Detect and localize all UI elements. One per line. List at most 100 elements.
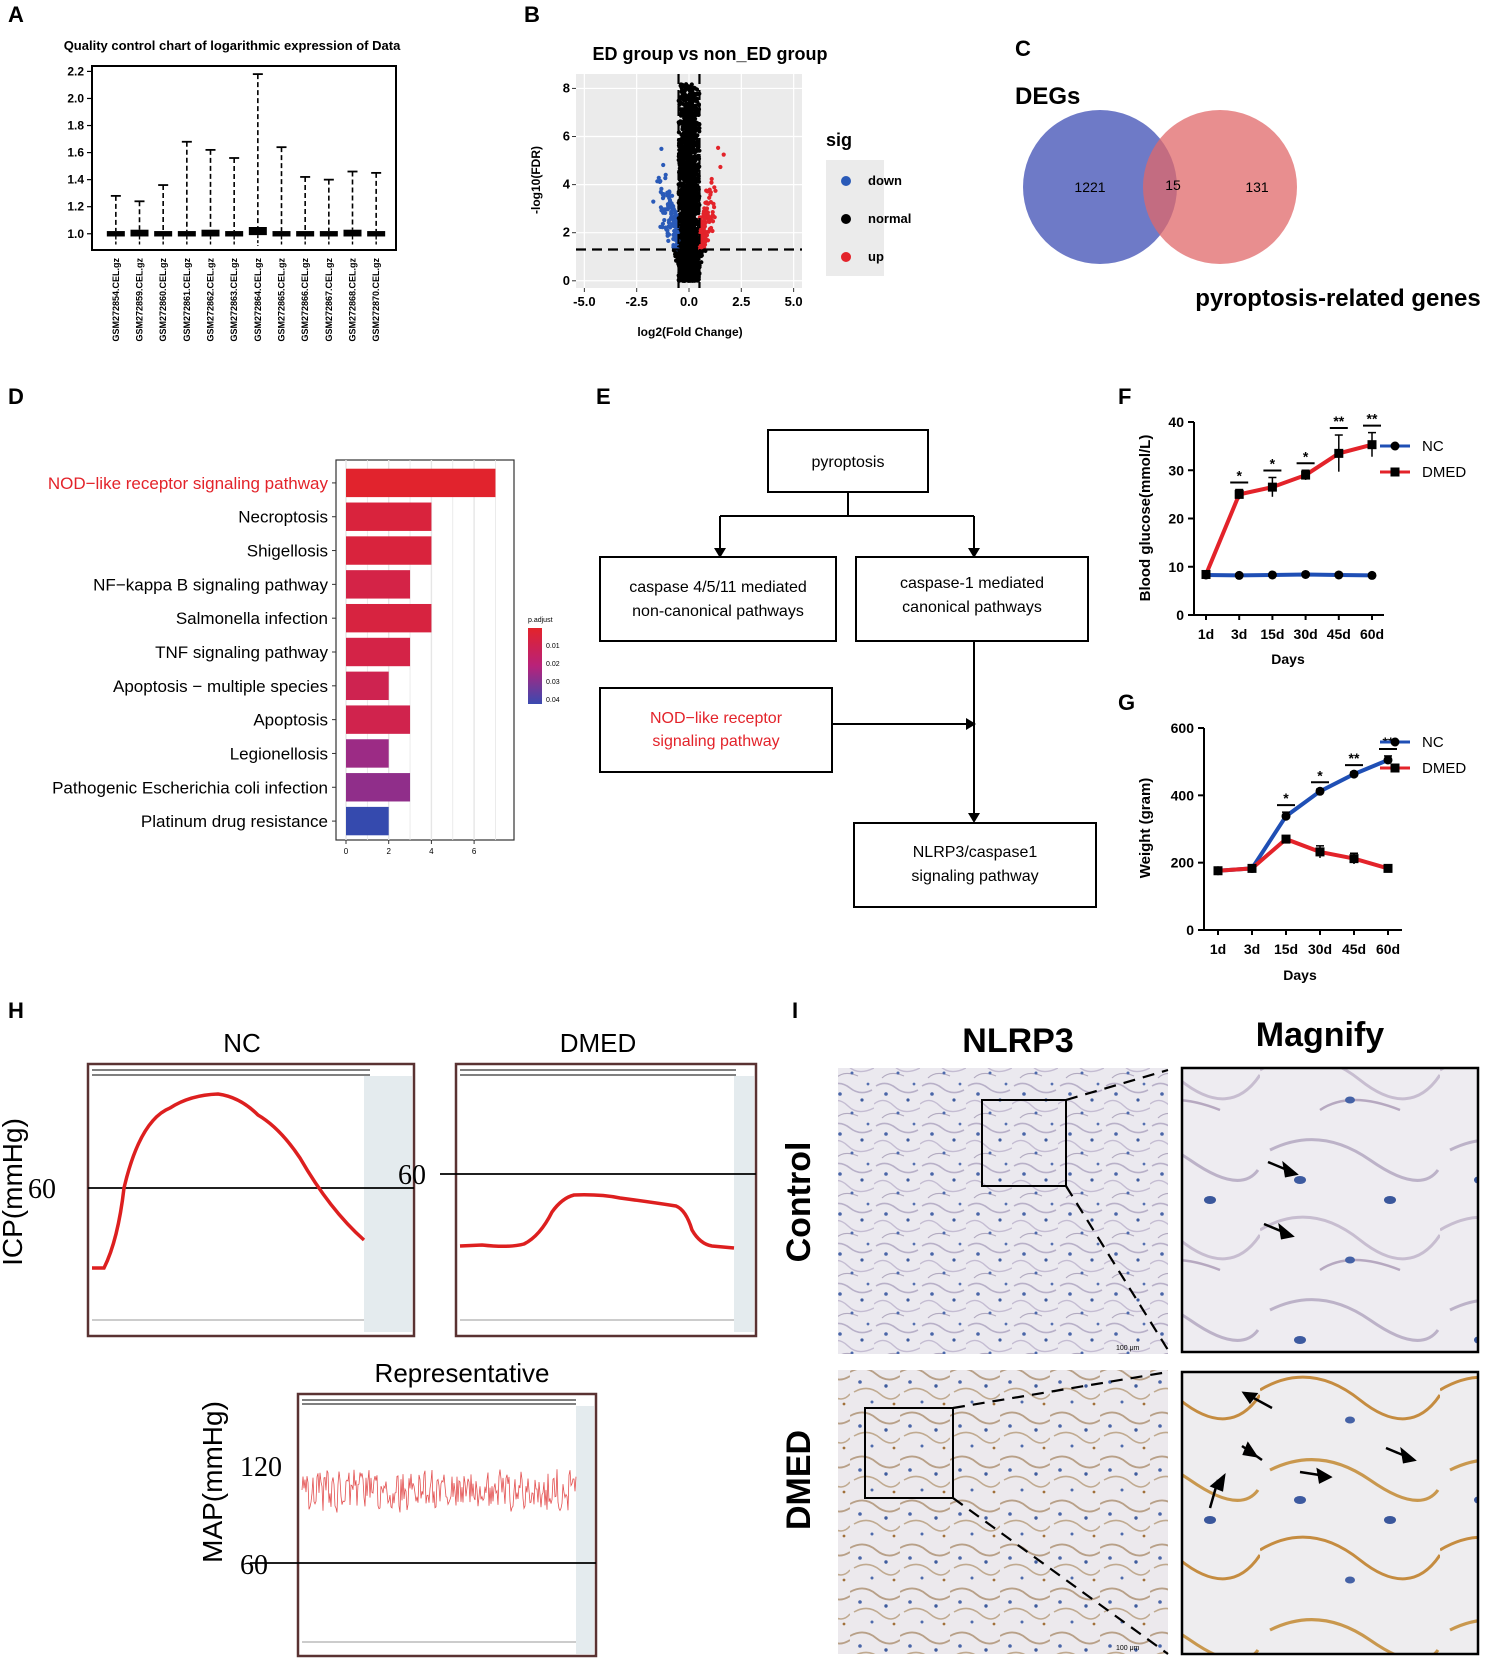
b-point	[678, 113, 684, 118]
a-x-label: GSM272862.CEL.gz	[206, 258, 216, 342]
legend-dmed-marker	[1390, 763, 1400, 773]
panel-a-frame	[91, 65, 397, 251]
b-point	[699, 260, 704, 265]
legend-nc-marker	[1390, 737, 1400, 747]
i-dmed-magnify	[1180, 1370, 1480, 1656]
panel-h-pressure: NC DMED ICP(mmHg) 60 60 Representative M…	[0, 1028, 758, 1658]
legend-label: NC	[1422, 438, 1444, 455]
b-point	[689, 113, 694, 118]
sig-label: **	[1349, 750, 1360, 766]
a-x-label: GSM272854.CEL.gz	[111, 258, 121, 342]
b-point	[669, 201, 674, 206]
panel-f-series: ** *** **	[1201, 411, 1381, 580]
legend-label: DMED	[1422, 464, 1466, 481]
b-point	[690, 269, 695, 274]
nc-point	[1349, 769, 1359, 779]
flow-nod-line1: NOD−like receptor	[650, 710, 783, 727]
panel-a-x-labels: GSM272854.CEL.gz GSM272859.CEL.gz GSM27286…	[111, 258, 381, 342]
b-point	[690, 255, 695, 260]
b-point	[718, 164, 723, 170]
b-point	[668, 205, 674, 210]
b-ytick-label: 2	[563, 225, 570, 240]
xtick-label: 45d	[1342, 941, 1366, 957]
h-dmed-tick-60: 60	[398, 1160, 426, 1191]
b-point	[680, 127, 685, 132]
d-category-label: Legionellosis	[230, 744, 328, 763]
d-bar	[346, 536, 432, 565]
b-point	[682, 144, 687, 149]
a-ytick-label: 2.0	[67, 91, 84, 105]
b-point	[709, 180, 714, 185]
dmed-point	[1267, 482, 1277, 492]
panel-letter-h: H	[8, 998, 24, 1023]
panel-g-series: ******	[1213, 734, 1397, 876]
flow-bottom-box	[853, 822, 1097, 908]
b-point	[671, 243, 676, 248]
b-point	[684, 127, 689, 132]
a-ytick-label: 1.6	[67, 146, 84, 160]
b-point	[709, 176, 714, 182]
a-box	[248, 227, 267, 236]
legend-dmed-marker	[1390, 467, 1400, 477]
panel-g-axes: 0 200 400 600 1d 3d 15d 30d 45d 60d	[1171, 720, 1402, 957]
d-category-label: Apoptosis − multiple species	[113, 677, 328, 696]
panel-f-xlabel: Days	[1271, 651, 1305, 667]
b-point	[687, 243, 693, 248]
h-map-label: MAP(mmHg)	[197, 1401, 228, 1563]
panel-b-legend-title: sig	[826, 130, 852, 150]
b-point	[679, 107, 684, 112]
ytick-label: 0	[1186, 922, 1194, 938]
i-control-image	[838, 1068, 1168, 1354]
flow-left-box	[599, 556, 837, 642]
panel-b-axes: -5.0 -2.5 0.0 2.5 5.0 0 2 4 6 8	[563, 80, 803, 309]
legend-label: NC	[1422, 734, 1444, 751]
dmed-point	[1315, 847, 1325, 857]
nc-point	[1301, 569, 1311, 579]
b-point	[659, 208, 664, 213]
b-point	[683, 161, 688, 166]
b-point	[693, 128, 698, 133]
b-xtick-label: 5.0	[785, 294, 803, 309]
d-bar	[346, 570, 411, 599]
xtick-label: 1d	[1210, 941, 1226, 957]
flow-bottom-line1: NLRP3/caspase1	[913, 844, 1038, 861]
b-point	[704, 201, 709, 206]
a-x-label: GSM272863.CEL.gz	[229, 258, 239, 342]
d-bar	[346, 502, 432, 531]
b-legend-swatch	[841, 252, 851, 262]
a-x-label: GSM272870.CEL.gz	[371, 258, 381, 342]
b-point	[682, 278, 687, 283]
panel-f-axes: 0 10 20 30 40 1d 3d 15d 30d 45d 60d	[1168, 414, 1384, 642]
b-point	[682, 267, 687, 272]
h-map-trace	[301, 1469, 577, 1513]
b-point	[713, 188, 718, 193]
i-col-magnify: Magnify	[1256, 1016, 1385, 1054]
panel-b-legend: down normal up	[841, 173, 911, 264]
flow-bottom-line2: signaling pathway	[911, 868, 1038, 885]
i-zoom-connectors	[952, 1068, 1169, 1655]
b-point	[681, 220, 686, 225]
b-point	[690, 187, 695, 192]
xtick-label: 60d	[1360, 626, 1384, 642]
h-nc-tick-60: 60	[28, 1174, 56, 1205]
sig-label: *	[1303, 448, 1309, 464]
b-point	[695, 206, 700, 212]
xtick-label: 45d	[1327, 626, 1351, 642]
flow-nod-box	[599, 687, 833, 773]
d-category-label: Pathogenic Escherichia coli infection	[52, 778, 328, 797]
b-point	[683, 175, 688, 180]
b-ytick-label: 8	[563, 80, 570, 95]
xtick-label: 1d	[1198, 626, 1214, 642]
panel-d-x-axis: 0 2 4 6	[344, 840, 477, 856]
b-point	[681, 235, 686, 240]
dmed-point	[1334, 448, 1344, 458]
b-point	[671, 224, 677, 229]
panel-letter-b: B	[524, 2, 540, 27]
panel-a-boxplot: Quality control chart of logarithmic exp…	[64, 38, 401, 342]
xtick-label: 30d	[1308, 941, 1332, 957]
panel-letter-d: D	[8, 384, 24, 409]
series-line-dmed	[1217, 836, 1389, 873]
sig-label: *	[1270, 455, 1276, 471]
